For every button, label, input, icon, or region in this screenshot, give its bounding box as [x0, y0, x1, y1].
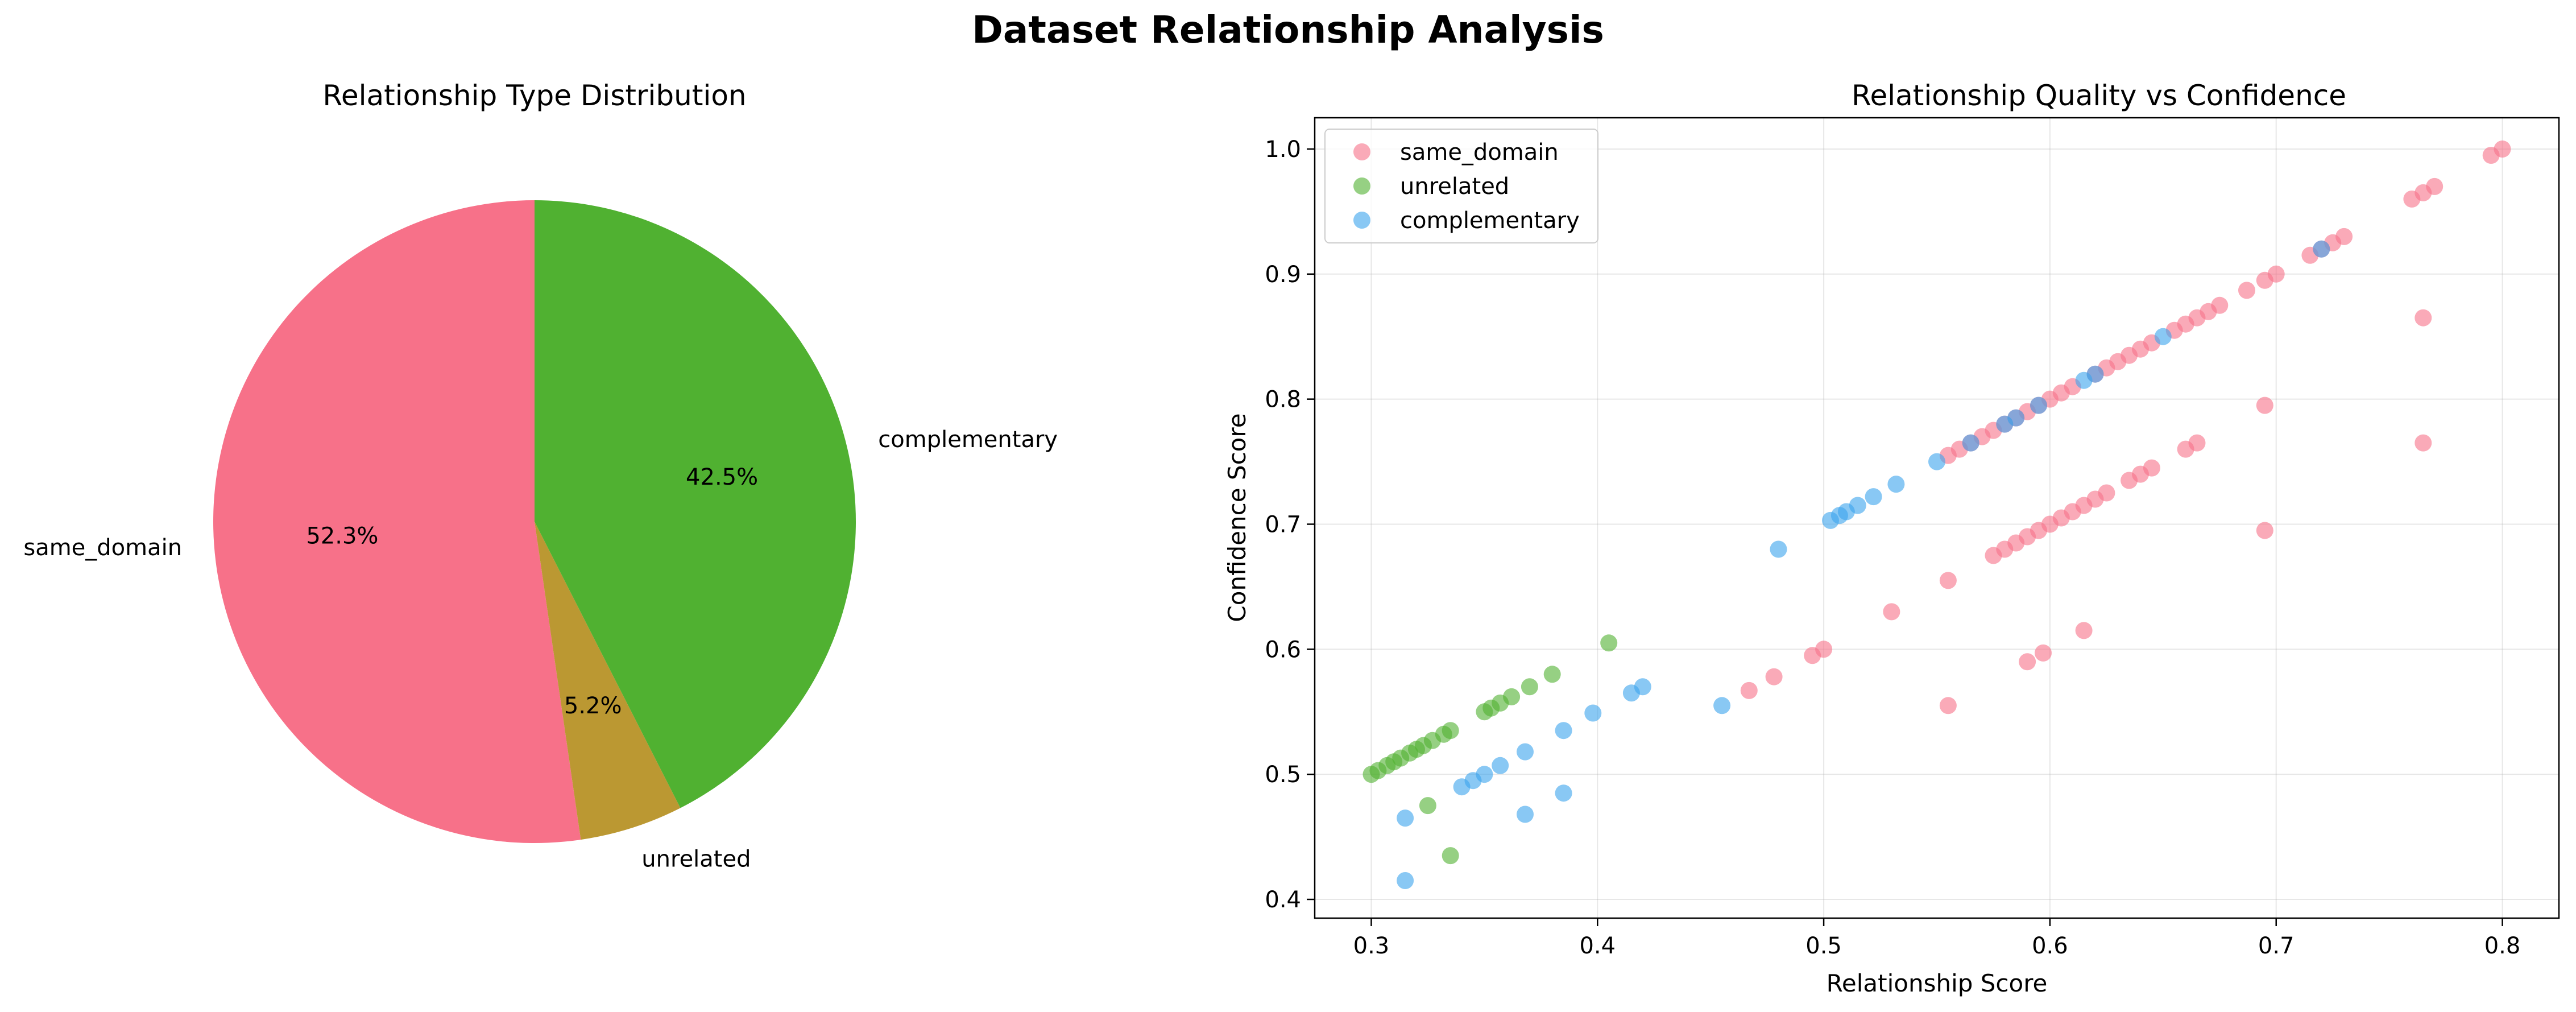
y-tick-label: 1.0 — [1265, 137, 1301, 163]
x-tick-label: 0.5 — [1805, 933, 1842, 959]
legend-label-unrelated: unrelated — [1400, 174, 1509, 200]
point-complementary — [1584, 704, 1602, 722]
point-complementary — [1492, 757, 1509, 774]
point-same_domain — [1815, 641, 1833, 658]
scatter-title: Relationship Quality vs Confidence — [1852, 79, 2346, 112]
y-tick-label: 0.7 — [1265, 511, 1301, 538]
legend-box — [1324, 129, 1598, 243]
point-same_domain — [2035, 644, 2052, 662]
point-complementary — [1517, 743, 1534, 761]
y-axis-label: Confidence Score — [1223, 413, 1251, 622]
point-complementary — [1713, 697, 1731, 714]
point-unrelated — [1600, 634, 1618, 652]
point-unrelated — [1419, 797, 1436, 815]
point-same_domain — [2211, 296, 2229, 314]
point-unrelated — [1442, 722, 1459, 740]
pie-pct-complementary: 42.5% — [686, 464, 758, 490]
pie-pct-unrelated: 5.2% — [564, 693, 622, 719]
scatter-chart: Relationship Quality vs Confidence 0.3 0.… — [1223, 79, 2560, 997]
point-same_domain — [2019, 653, 2036, 671]
point-same_domain — [1939, 572, 1957, 589]
point-same_domain — [2426, 177, 2444, 195]
point-complementary — [1555, 722, 1572, 740]
pie-title: Relationship Type Distribution — [322, 79, 746, 112]
pie-slice-same_domain — [213, 200, 581, 843]
pie-slice-unrelated — [535, 522, 681, 840]
figure-title: Dataset Relationship Analysis — [972, 8, 1604, 52]
point-complementary — [2030, 396, 2047, 414]
legend-label-complementary: complementary — [1400, 208, 1580, 234]
y-tick-label: 0.5 — [1265, 762, 1301, 788]
point-complementary — [1928, 453, 1945, 470]
point-same_domain — [1740, 681, 1758, 699]
scatter-points — [1362, 141, 2511, 889]
point-complementary — [1865, 488, 1882, 506]
pie-pct-same_domain: 52.3% — [306, 523, 378, 550]
x-axis-label: Relationship Score — [1827, 969, 2048, 997]
pie-label-same_domain: same_domain — [23, 535, 182, 561]
series-unrelated — [1362, 634, 1618, 865]
point-unrelated — [1442, 847, 1459, 865]
point-complementary — [1962, 434, 1979, 452]
pie-labels: same_domain 52.3% unrelated 5.2% complementa… — [23, 427, 1058, 872]
point-same_domain — [2188, 434, 2206, 452]
point-complementary — [1397, 872, 1414, 889]
point-same_domain — [2415, 309, 2432, 327]
y-tick-label: 0.9 — [1265, 262, 1301, 288]
point-same_domain — [2256, 396, 2273, 414]
point-same_domain — [2494, 141, 2511, 158]
scatter-ticks: 0.3 0.4 0.5 0.6 0.7 0.8 0.4 0.5 0.6 0.7 0.8 0.9 1.0 — [1265, 137, 2520, 959]
y-tick-label: 0.6 — [1265, 637, 1301, 663]
point-complementary — [2313, 240, 2330, 258]
pie-label-complementary: complementary — [878, 427, 1058, 453]
point-complementary — [1453, 778, 1471, 796]
legend-marker-same_domain — [1353, 143, 1370, 160]
point-complementary — [2007, 409, 2025, 427]
point-complementary — [2086, 365, 2104, 383]
point-same_domain — [2238, 282, 2255, 299]
point-complementary — [1849, 497, 1866, 514]
point-unrelated — [1521, 678, 1538, 696]
point-unrelated — [1503, 688, 1521, 705]
legend-label-same_domain: same_domain — [1400, 139, 1559, 166]
point-same_domain — [1883, 603, 1900, 621]
point-complementary — [2154, 328, 2172, 345]
pie-chart: Relationship Type Distribution same_doma… — [23, 79, 1058, 872]
legend: same_domain unrelated complementary — [1324, 129, 1598, 243]
scatter-plot-frame — [1314, 117, 2560, 919]
pie-slices — [213, 200, 856, 843]
point-same_domain — [2335, 228, 2353, 245]
point-same_domain — [1765, 668, 1783, 685]
series-same_domain — [1740, 141, 2511, 714]
x-tick-label: 0.4 — [1579, 933, 1616, 959]
x-tick-label: 0.7 — [2258, 933, 2295, 959]
point-same_domain — [2098, 484, 2115, 502]
x-tick-label: 0.6 — [2032, 933, 2068, 959]
point-same_domain — [2256, 522, 2273, 539]
point-same_domain — [2075, 622, 2093, 639]
point-complementary — [1397, 809, 1414, 827]
point-same_domain — [2143, 459, 2160, 477]
pie-slice-complementary — [535, 200, 856, 808]
point-same_domain — [2415, 434, 2432, 452]
point-complementary — [1887, 476, 1905, 493]
point-same_domain — [1939, 697, 1957, 714]
x-tick-label: 0.8 — [2484, 933, 2521, 959]
series-complementary — [1397, 240, 2330, 889]
y-tick-label: 0.4 — [1265, 887, 1301, 913]
y-tick-label: 0.8 — [1265, 387, 1301, 413]
pie-label-unrelated: unrelated — [641, 846, 751, 872]
x-tick-label: 0.3 — [1353, 933, 1390, 959]
point-complementary — [1517, 806, 1534, 823]
point-unrelated — [1543, 666, 1561, 683]
legend-marker-unrelated — [1353, 177, 1370, 195]
point-complementary — [1770, 540, 1787, 558]
point-same_domain — [2267, 265, 2285, 283]
legend-marker-complementary — [1353, 212, 1370, 229]
point-complementary — [1622, 684, 1640, 702]
point-complementary — [1555, 784, 1572, 802]
